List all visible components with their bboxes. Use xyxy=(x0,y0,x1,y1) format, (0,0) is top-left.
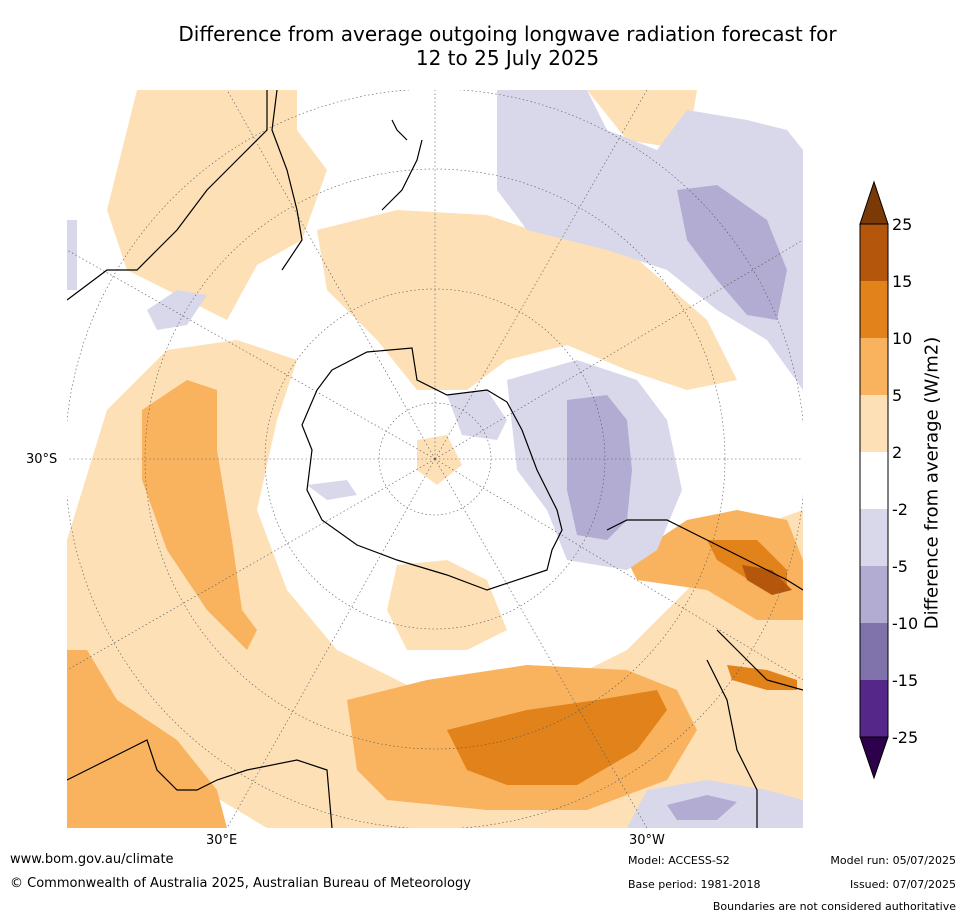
disclaimer-text: Boundaries are not considered authoritat… xyxy=(712,900,956,913)
colorbar-bottom-arrow xyxy=(859,736,889,780)
website-link[interactable]: www.bom.gov.au/climate xyxy=(10,852,174,867)
longitude-label-30e: 30°E xyxy=(206,833,238,848)
antarctica-coastline xyxy=(301,347,563,591)
anomaly-negative-5-10 xyxy=(567,185,787,820)
model-run-text: Model run: 05/07/2025 xyxy=(830,854,956,867)
colorbar-tick: 10 xyxy=(892,329,913,348)
colorbar-tick: -15 xyxy=(892,671,919,690)
latitude-label-30s: 30°S xyxy=(26,452,58,467)
colorbar-band-neg15-neg10 xyxy=(860,623,888,680)
colorbar-tick: 5 xyxy=(892,386,903,405)
colorbar-band-neg5-neg2 xyxy=(860,509,888,566)
title-line-1: Difference from average outgoing longwav… xyxy=(178,22,837,46)
model-text: Model: ACCESS-S2 xyxy=(628,854,730,867)
title-line-2: 12 to 25 July 2025 xyxy=(415,46,600,70)
colorbar-band-5-10 xyxy=(860,338,888,395)
colorbar-band-neg25-neg15 xyxy=(860,680,888,737)
new-zealand-coastline xyxy=(381,119,423,211)
longitude-label-30w: 30°W xyxy=(629,833,665,848)
colorbar-tick: -5 xyxy=(892,557,908,576)
colorbar-band-neg10-neg5 xyxy=(860,566,888,623)
colorbar-tick: -2 xyxy=(892,500,908,519)
colorbar-band-neg2-2 xyxy=(860,452,888,509)
colorbar-tick: 2 xyxy=(892,443,903,462)
colorbar-band-2-5 xyxy=(860,395,888,452)
anomaly-positive-15-25 xyxy=(742,565,792,595)
copyright-text: © Commonwealth of Australia 2025, Austra… xyxy=(10,876,471,891)
colorbar-tick: -10 xyxy=(892,614,919,633)
colorbar-band-15-25 xyxy=(860,224,888,281)
colorbar-band-10-15 xyxy=(860,281,888,338)
australia-coastline xyxy=(67,90,303,301)
colorbar-tick: 25 xyxy=(892,215,913,234)
issued-text: Issued: 07/07/2025 xyxy=(849,878,956,891)
africa-coastline xyxy=(67,739,333,828)
colorbar-tick: -25 xyxy=(892,728,919,747)
map-title: Difference from average outgoing longwav… xyxy=(120,22,895,70)
colorbar-top-arrow xyxy=(859,180,889,225)
polar-map xyxy=(67,90,803,828)
colorbar-tick: 15 xyxy=(892,272,913,291)
colorbar xyxy=(859,180,889,780)
south-america-coastline xyxy=(606,519,803,828)
colorbar-label: Difference from average (W/m2) xyxy=(921,336,943,630)
base-period-text: Base period: 1981-2018 xyxy=(628,878,761,891)
